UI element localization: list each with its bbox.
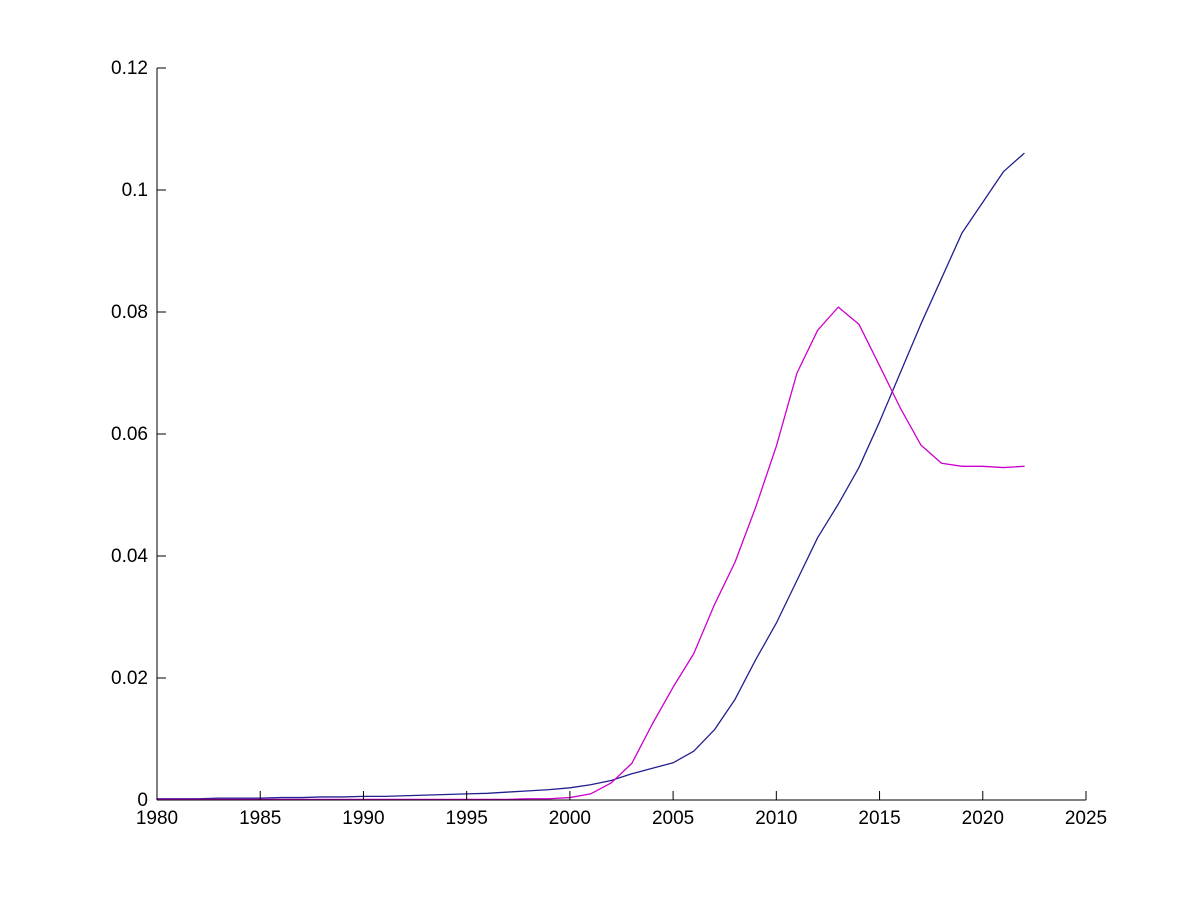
x-tick-label: 2000 bbox=[549, 808, 591, 829]
x-tick-label: 2010 bbox=[755, 808, 797, 829]
x-tick-label: 1990 bbox=[342, 808, 384, 829]
y-tick-label: 0 bbox=[137, 790, 148, 811]
x-tick-label: 2020 bbox=[962, 808, 1004, 829]
y-tick-label: 0.1 bbox=[122, 180, 148, 201]
x-tick-label: 2005 bbox=[652, 808, 694, 829]
series-magenta-line bbox=[156, 306, 1025, 801]
x-tick-label: 1995 bbox=[446, 808, 488, 829]
x-tick-label: 1985 bbox=[239, 808, 281, 829]
series-dark-blue-line bbox=[156, 152, 1025, 800]
y-tick-label: 0.08 bbox=[111, 302, 148, 323]
y-tick-label: 0.02 bbox=[111, 668, 148, 689]
y-tick-label: 0.12 bbox=[111, 58, 148, 79]
y-tick-label: 0.04 bbox=[111, 546, 148, 567]
y-tick-label: 0.06 bbox=[111, 424, 148, 445]
x-tick-label: 1980 bbox=[136, 808, 178, 829]
x-tick-label: 2025 bbox=[1065, 808, 1107, 829]
x-tick-label: 2015 bbox=[858, 808, 900, 829]
